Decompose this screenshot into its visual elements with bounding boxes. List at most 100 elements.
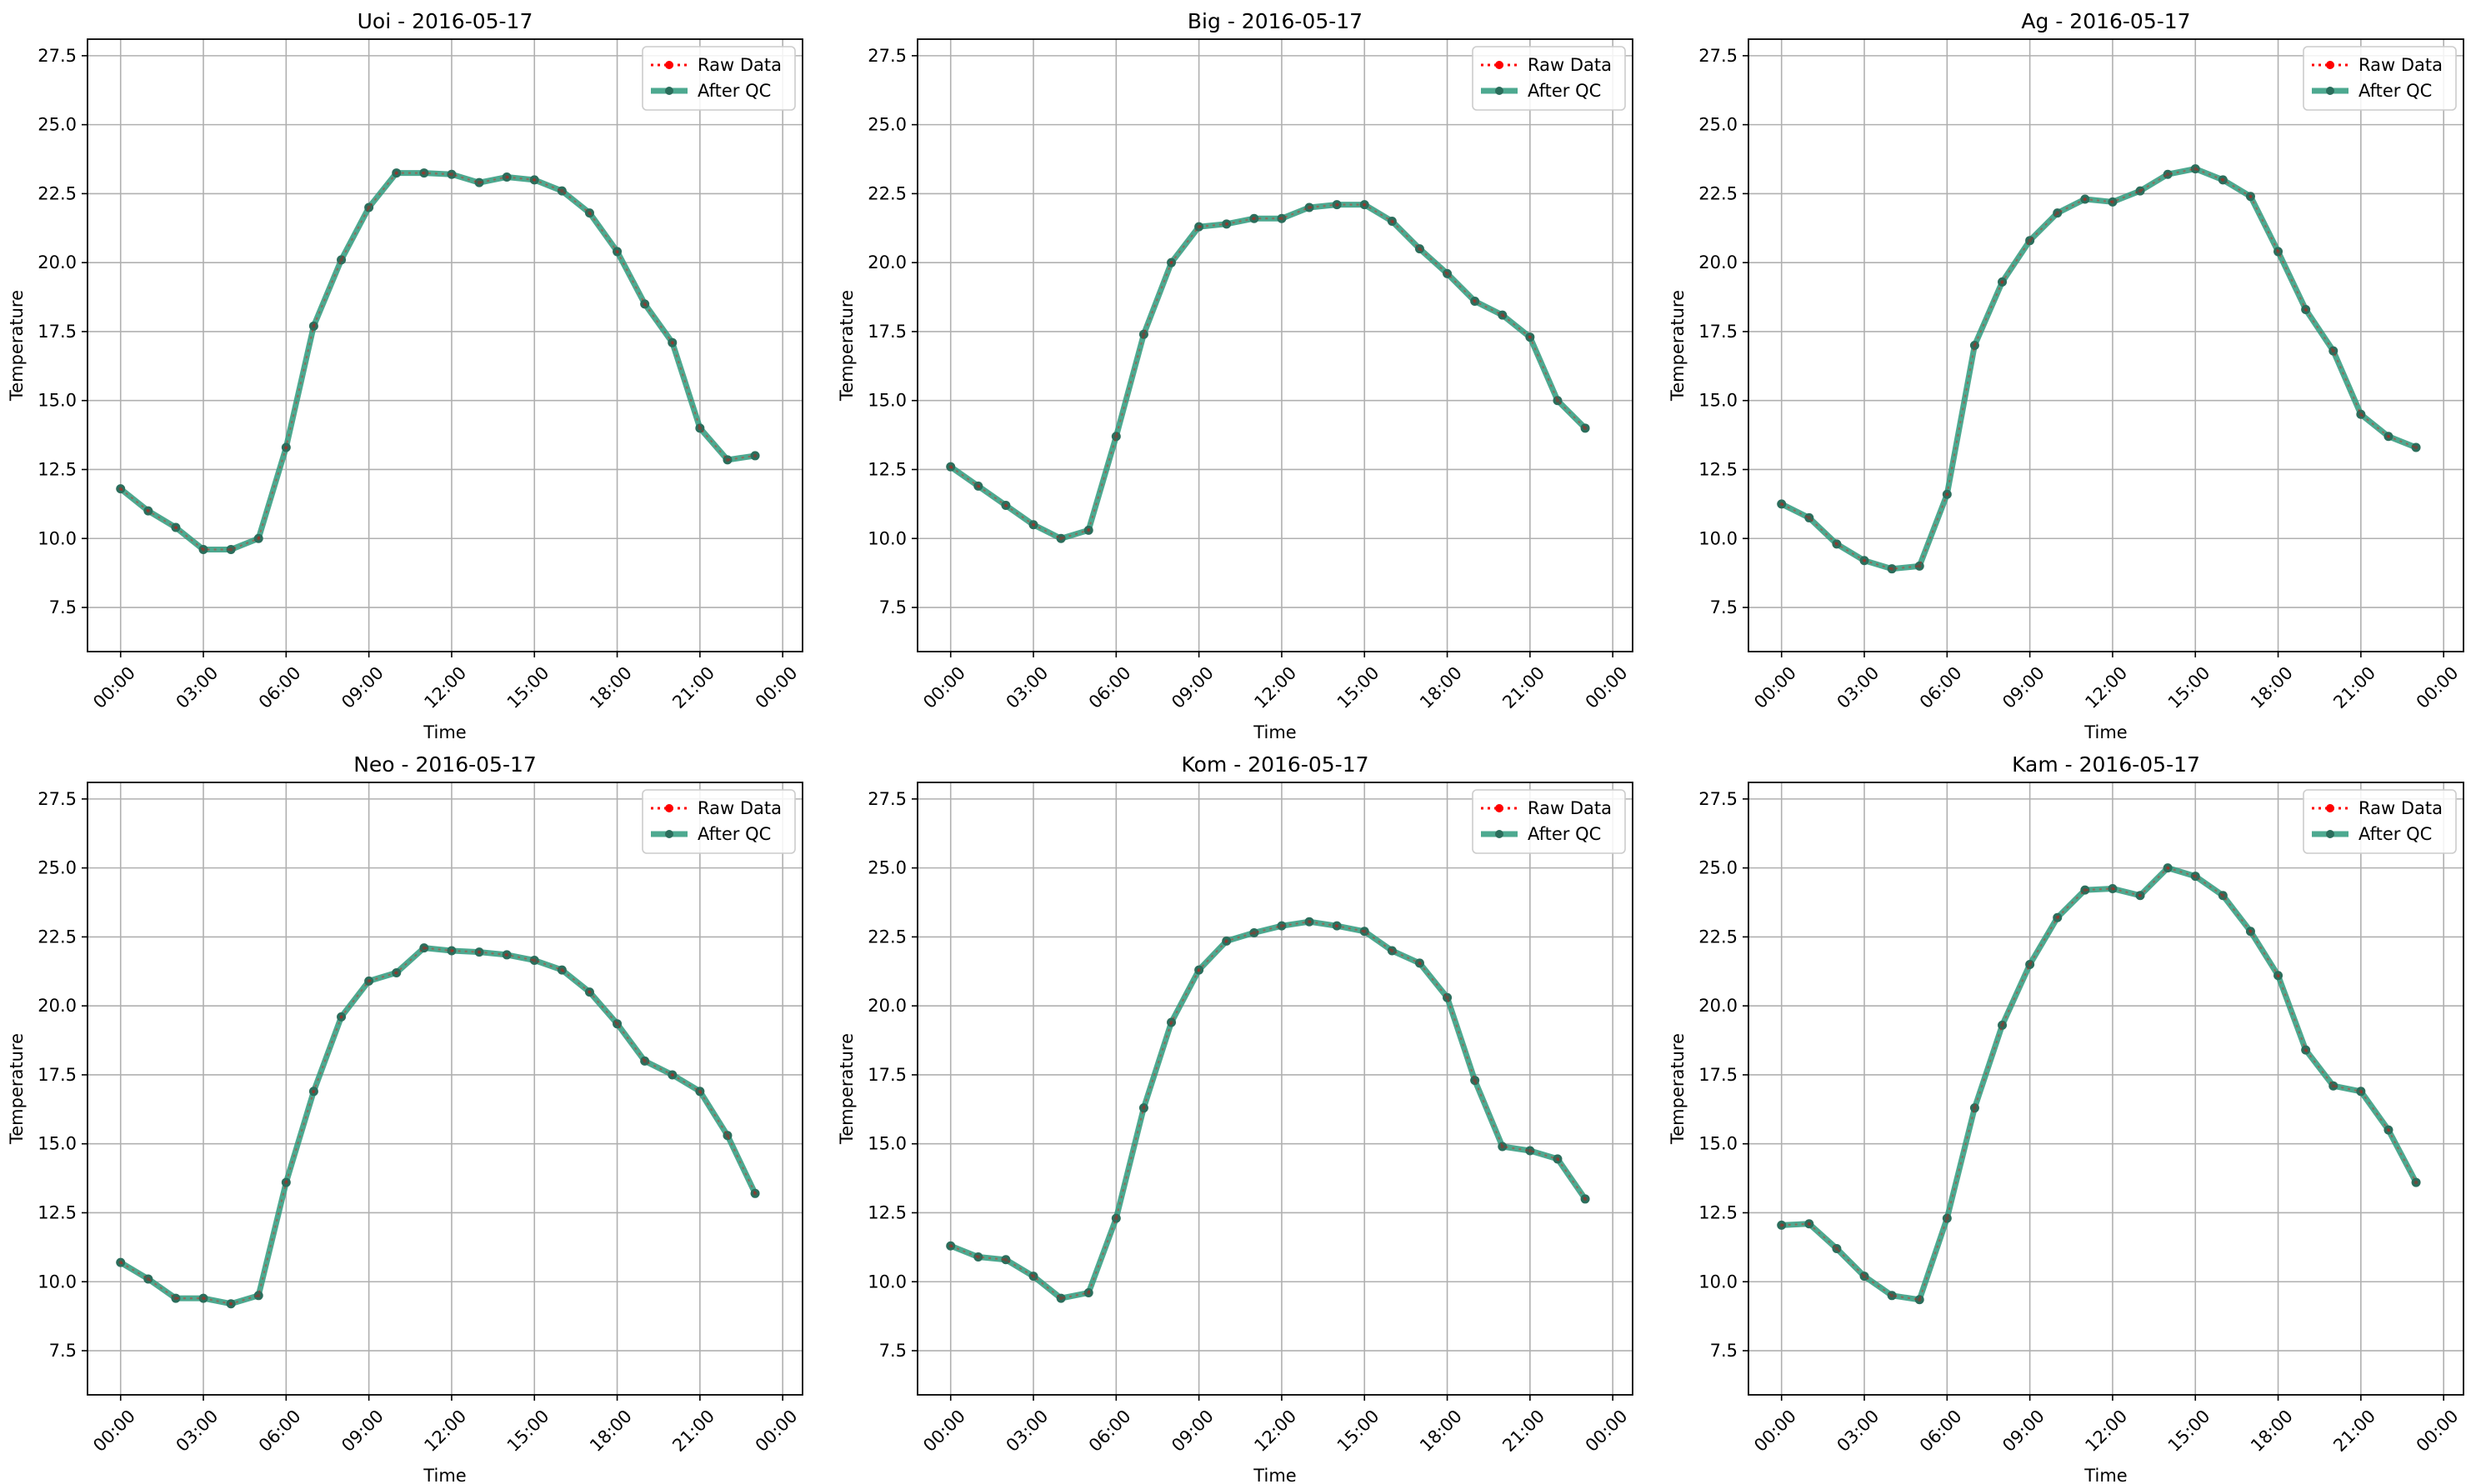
x-tick-label: 12:00 [420, 662, 470, 712]
data-point-after-qc [1859, 556, 1869, 566]
legend-box [2303, 46, 2457, 111]
data-point-after-qc [723, 1131, 733, 1141]
data-point-after-qc [198, 545, 208, 554]
data-point-after-qc [1942, 489, 1952, 499]
plot-area [88, 782, 803, 1395]
y-tick-label: 25.0 [868, 858, 907, 878]
legend-marker-raw-data [2326, 804, 2334, 812]
data-point-after-qc [1414, 958, 1424, 968]
data-point-raw-data [560, 967, 564, 972]
data-point-raw-data [1003, 503, 1008, 507]
chart-panel: 7.5 10.0 12.5 15.0 17.5 20.0 22.5 25.0 27.5 00:00… [7, 752, 803, 1484]
data-point-after-qc [1832, 539, 1842, 549]
series-line-raw-data [1781, 867, 2418, 1302]
data-point-after-qc [226, 1299, 236, 1309]
data-point-raw-data [339, 257, 343, 262]
series-line-raw-data [950, 203, 1586, 540]
y-tick-label: 22.5 [1698, 183, 1738, 203]
data-point-raw-data [1555, 398, 1560, 402]
data-point-raw-data [2248, 194, 2253, 198]
legend: Raw Data After QC [642, 46, 796, 111]
legend-marker-after-qc [665, 830, 673, 838]
chart-panel: 7.5 10.0 12.5 15.0 17.5 20.0 22.5 25.0 27.5 00:00… [1668, 9, 2464, 742]
data-point-after-qc [2328, 1081, 2338, 1091]
data-point-after-qc [973, 481, 983, 491]
y-tick-label: 17.5 [868, 1065, 907, 1085]
data-point-raw-data [2413, 1180, 2418, 1185]
data-point-raw-data [533, 177, 537, 182]
x-tick-label: 00:00 [1750, 1406, 1800, 1456]
x-tick-label: 12:00 [1250, 662, 1300, 712]
legend-label-after-qc: After QC [1528, 81, 1601, 101]
y-tick-label: 12.5 [38, 1202, 77, 1222]
y-axis-label: Temperature [1668, 290, 1688, 402]
x-tick-label: 18:00 [1416, 662, 1466, 712]
data-point-after-qc [2383, 432, 2393, 442]
data-point-after-qc [364, 976, 374, 986]
data-point-raw-data [1445, 996, 1449, 1000]
data-point-raw-data [146, 508, 151, 513]
data-point-after-qc [2245, 927, 2255, 937]
legend: Raw Data After QC [2303, 46, 2457, 111]
x-axis-label: Time [1253, 722, 1296, 742]
series-line-after-qc [1778, 865, 2419, 1303]
data-point-after-qc [2080, 885, 2090, 895]
data-point-raw-data [2331, 348, 2335, 353]
data-point-raw-data [1087, 1291, 1091, 1295]
data-point-raw-data [1058, 1296, 1063, 1301]
data-point-after-qc [1194, 965, 1204, 975]
data-point-raw-data [1363, 202, 1367, 207]
data-point-raw-data [1807, 516, 1812, 520]
data-point-after-qc [2218, 891, 2228, 901]
data-point-raw-data [1307, 919, 1312, 924]
y-tick-label: 12.5 [1698, 1202, 1738, 1222]
legend-marker-raw-data [2326, 61, 2334, 69]
data-point-raw-data [2138, 188, 2143, 193]
x-tick-label: 15:00 [1333, 1406, 1383, 1456]
data-point-after-qc [171, 1293, 181, 1303]
data-point-raw-data [698, 1089, 703, 1094]
data-point-after-qc [447, 169, 457, 179]
data-point-raw-data [1945, 492, 1949, 497]
y-tick-label: 25.0 [868, 115, 907, 135]
data-point-raw-data [1363, 929, 1367, 933]
data-point-after-qc [364, 202, 374, 212]
data-point-after-qc [474, 177, 484, 187]
data-point-raw-data [2083, 887, 2088, 892]
series-line-after-qc [1778, 166, 2419, 572]
data-point-raw-data [312, 1089, 316, 1094]
data-point-after-qc [1304, 917, 1314, 927]
data-point-after-qc [668, 337, 678, 347]
data-point-after-qc [973, 1252, 983, 1262]
data-point-after-qc [1998, 1020, 2008, 1030]
x-tick-label: 00:00 [1582, 1406, 1632, 1456]
data-point-raw-data [1973, 1106, 1977, 1110]
data-point-raw-data [2138, 893, 2143, 897]
data-point-after-qc [474, 947, 484, 957]
data-point-after-qc [2053, 912, 2063, 922]
data-point-raw-data [1252, 931, 1257, 935]
y-tick-label: 12.5 [1698, 459, 1738, 479]
data-point-after-qc [1498, 310, 1508, 320]
data-point-after-qc [1525, 332, 1535, 342]
data-point-raw-data [1918, 564, 1922, 568]
x-tick-label: 15:00 [1333, 662, 1383, 712]
x-tick-label: 21:00 [668, 1406, 718, 1456]
data-point-raw-data [1142, 1106, 1146, 1110]
data-point-after-qc [723, 455, 733, 465]
data-point-raw-data [1500, 1144, 1504, 1149]
data-point-raw-data [1031, 1274, 1036, 1278]
data-point-raw-data [1003, 1257, 1008, 1262]
data-point-after-qc [253, 533, 263, 543]
x-tick-label: 00:00 [919, 662, 969, 712]
data-point-raw-data [1500, 312, 1504, 317]
data-point-after-qc [1359, 927, 1369, 937]
x-tick-label: 12:00 [420, 1406, 470, 1456]
legend-box [2303, 789, 2457, 854]
data-point-after-qc [1167, 1017, 1177, 1027]
data-point-after-qc [419, 943, 429, 953]
data-point-raw-data [118, 487, 123, 491]
x-tick-label: 09:00 [338, 1406, 388, 1456]
data-point-raw-data [1834, 542, 1839, 547]
data-point-after-qc [946, 1241, 956, 1251]
